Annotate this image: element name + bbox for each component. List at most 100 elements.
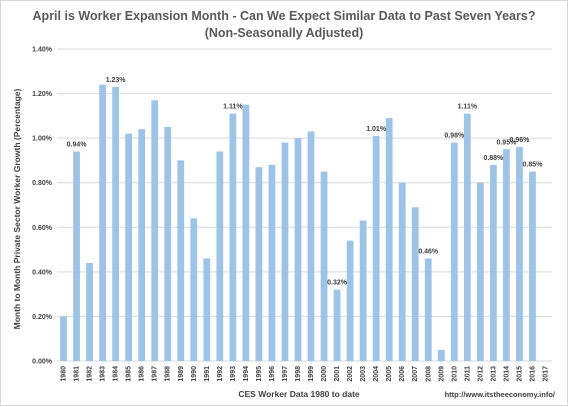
bar-1990 xyxy=(190,218,198,361)
y-tick-label: 0.80% xyxy=(32,180,53,187)
data-label-1981: 0.94% xyxy=(67,142,88,149)
x-tick-label: 1981 xyxy=(74,366,81,382)
x-tick-label: 1985 xyxy=(126,366,133,382)
bar-2001 xyxy=(333,289,341,361)
bar-1995 xyxy=(255,167,263,361)
bar-1988 xyxy=(164,127,172,361)
y-tick-label: 0.60% xyxy=(32,225,53,232)
x-tick-label: 1990 xyxy=(191,366,198,382)
x-axis-label: CES Worker Data 1980 to date xyxy=(238,389,360,399)
bar-1993 xyxy=(229,113,237,361)
x-tick-label: 2010 xyxy=(451,366,458,382)
bar-1999 xyxy=(307,131,315,361)
x-tick-label: 2013 xyxy=(490,366,497,382)
x-tick-label: 1992 xyxy=(217,366,224,382)
y-axis-ticks: 0.00% 0.20% 0.40% 0.60% 0.80% 1.00% 1.20% 1.40% xyxy=(32,47,53,366)
bar-2008 xyxy=(424,258,432,361)
bar-1991 xyxy=(203,258,211,361)
bar-2002 xyxy=(346,240,354,361)
x-tick-label: 1988 xyxy=(165,366,172,382)
x-tick-label: 1982 xyxy=(87,366,94,382)
x-tick-label: 2007 xyxy=(412,366,419,382)
x-tick-label: 2016 xyxy=(529,366,536,382)
bar-1992 xyxy=(216,151,224,361)
x-tick-label: 1998 xyxy=(295,366,302,382)
x-tick-label: 2015 xyxy=(516,366,523,382)
x-tick-label: 1994 xyxy=(243,366,250,382)
bar-2010 xyxy=(450,142,458,361)
data-label-2015: 0.96% xyxy=(510,137,531,144)
bar-2009 xyxy=(437,349,445,361)
bar-2000 xyxy=(320,171,328,361)
bar-1983 xyxy=(99,84,106,362)
bar-1981 xyxy=(73,151,80,361)
data-label-2004: 1.01% xyxy=(366,126,387,133)
bar-1996 xyxy=(268,164,276,361)
bars xyxy=(60,84,536,362)
x-tick-label: 1986 xyxy=(139,366,146,382)
x-tick-label: 1995 xyxy=(256,366,263,382)
bar-2003 xyxy=(359,220,367,361)
x-tick-label: 2009 xyxy=(438,366,445,382)
bar-1982 xyxy=(86,262,93,361)
x-tick-label: 2014 xyxy=(503,366,510,382)
y-axis-label: Month to Month Private Sector Worker Gro… xyxy=(12,88,22,329)
chart-title: April is Worker Expansion Month - Can We… xyxy=(33,9,536,23)
x-tick-label: 1996 xyxy=(269,366,276,382)
x-tick-label: 1987 xyxy=(152,366,159,382)
data-label-2008: 0.46% xyxy=(418,248,439,255)
y-tick-label: 1.40% xyxy=(32,47,53,54)
source-label: http://www.itstheeconomy.info/ xyxy=(445,390,556,399)
bar-1994 xyxy=(242,104,250,361)
x-tick-label: 2017 xyxy=(542,366,549,382)
chart-subtitle: (Non-Seasonally Adjusted) xyxy=(205,26,364,40)
bar-1998 xyxy=(294,138,302,361)
bar-1984 xyxy=(112,86,120,361)
bar-1985 xyxy=(125,133,133,361)
x-tick-label: 2004 xyxy=(373,366,380,382)
data-labels: 0.94% 1.23% 1.11% 0.32% 1.01% 0.46% 0.98% 1.11%… xyxy=(67,77,544,287)
data-label-1984: 1.23% xyxy=(106,77,127,84)
x-tick-label: 1989 xyxy=(178,366,185,382)
bar-1997 xyxy=(281,142,289,361)
bar-2011 xyxy=(463,113,471,361)
y-tick-label: 1.20% xyxy=(32,91,53,98)
bar-1989 xyxy=(177,160,185,361)
bar-2005 xyxy=(385,118,393,361)
x-tick-label: 2003 xyxy=(360,366,367,382)
data-label-2016: 0.85% xyxy=(523,162,544,169)
x-tick-label: 2012 xyxy=(477,366,484,382)
y-tick-label: 0.40% xyxy=(32,269,53,276)
x-tick-label: 1991 xyxy=(204,366,211,382)
bar-1987 xyxy=(151,100,159,361)
bar-1986 xyxy=(138,129,146,361)
x-tick-label: 1999 xyxy=(308,366,315,382)
x-tick-label: 2000 xyxy=(321,366,328,382)
data-label-1993: 1.11% xyxy=(223,104,243,111)
x-tick-label: 1980 xyxy=(61,366,68,382)
x-tick-label: 2002 xyxy=(347,366,354,382)
bar-2016 xyxy=(529,171,536,361)
x-tick-label: 1993 xyxy=(230,366,237,382)
x-tick-label: 2008 xyxy=(425,366,432,382)
x-tick-label: 1983 xyxy=(100,366,107,382)
bar-2012 xyxy=(476,182,484,361)
y-tick-label: 0.00% xyxy=(32,359,53,366)
x-tick-label: 1997 xyxy=(282,366,289,382)
bar-2007 xyxy=(411,207,419,361)
x-tick-label: 2001 xyxy=(334,366,341,382)
data-label-2001: 0.32% xyxy=(327,280,348,287)
x-tick-label: 2011 xyxy=(464,366,471,381)
bar-2013 xyxy=(489,164,497,361)
bar-2004 xyxy=(372,135,380,361)
data-label-2013: 0.88% xyxy=(483,155,504,162)
x-axis-ticks: 1980 1981 1982 1983 1984 1985 1986 1987 1988 1989… xyxy=(61,366,550,382)
y-tick-label: 1.00% xyxy=(32,136,53,143)
bar-1980 xyxy=(60,316,67,361)
data-label-2014: 0.95% xyxy=(496,139,517,146)
x-tick-label: 2006 xyxy=(399,366,406,382)
x-tick-label: 2005 xyxy=(386,366,393,382)
data-label-2010: 0.98% xyxy=(444,133,465,140)
x-tick-label: 1984 xyxy=(113,366,120,382)
